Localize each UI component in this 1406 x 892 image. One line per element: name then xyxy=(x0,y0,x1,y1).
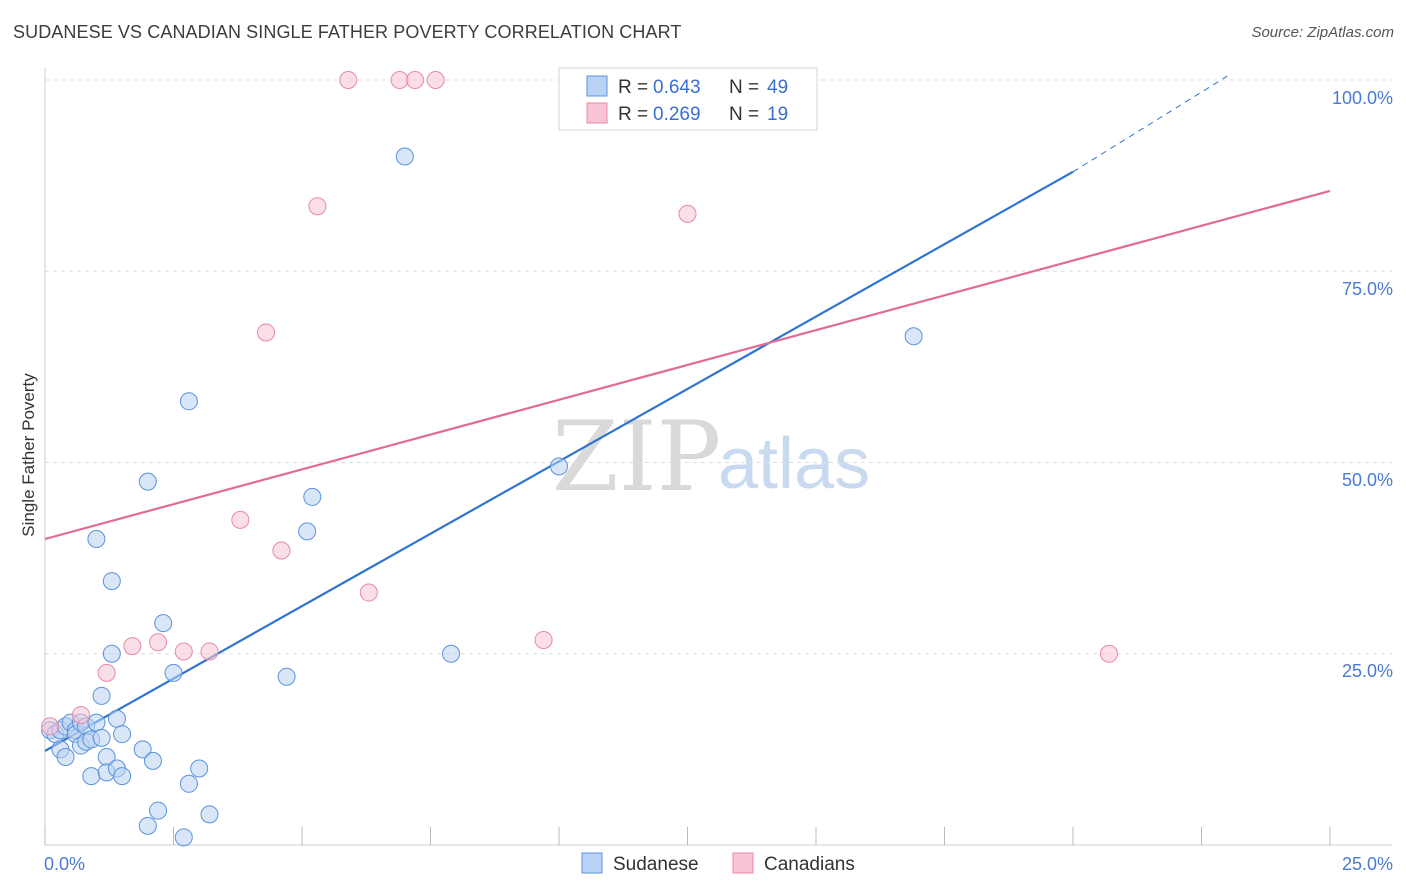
point-sudanese xyxy=(179,392,198,411)
point-canadians xyxy=(390,71,409,89)
point-sudanese xyxy=(56,748,75,767)
point-sudanese xyxy=(442,644,461,663)
point-sudanese xyxy=(143,751,162,770)
point-sudanese xyxy=(133,740,152,759)
point-sudanese xyxy=(87,530,106,548)
trendline-canadians xyxy=(44,189,1331,541)
point-canadians xyxy=(123,637,142,656)
point-canadians xyxy=(678,204,697,223)
point-sudanese xyxy=(179,774,198,793)
watermark-atlas: atlas xyxy=(718,424,870,504)
legend-r-value-sudanese: 0.643 xyxy=(653,77,701,98)
x-tick-label-min: 0.0% xyxy=(44,854,85,874)
point-canadians xyxy=(406,71,425,89)
point-canadians xyxy=(1099,644,1118,663)
point-sudanese xyxy=(550,457,568,476)
point-canadians xyxy=(200,642,219,661)
legend-n-label-sudanese: N = xyxy=(729,77,759,98)
point-canadians xyxy=(426,71,445,89)
legend-n-label-canadians: N = xyxy=(729,104,759,125)
series-legend-label-canadians: Canadians xyxy=(764,854,855,875)
point-sudanese xyxy=(92,728,111,747)
stats-legend: R = 0.643 N = 49 R = 0.269 N = 19 xyxy=(558,67,818,131)
point-sudanese xyxy=(277,667,296,686)
point-canadians xyxy=(149,633,168,652)
point-canadians xyxy=(41,717,60,736)
point-sudanese xyxy=(113,725,132,744)
point-canadians xyxy=(257,323,276,342)
point-canadians xyxy=(71,705,90,724)
chart-source: Source: ZipAtlas.com xyxy=(1251,24,1394,41)
point-canadians xyxy=(339,71,358,89)
point-sudanese xyxy=(303,487,322,506)
series-legend-swatch-sudanese xyxy=(581,852,603,874)
legend-r-label-sudanese: R = xyxy=(618,77,648,98)
point-sudanese xyxy=(174,828,193,847)
y-tick-label-50: 50.0% xyxy=(1342,470,1393,490)
point-canadians xyxy=(97,663,116,682)
y-tick-label-25: 25.0% xyxy=(1342,661,1393,681)
point-sudanese xyxy=(87,713,106,732)
point-sudanese xyxy=(107,709,126,728)
point-canadians xyxy=(534,630,553,649)
point-sudanese xyxy=(92,686,111,705)
point-canadians xyxy=(231,510,250,529)
point-sudanese xyxy=(149,801,168,820)
y-tick-label-75: 75.0% xyxy=(1342,279,1393,299)
legend-swatch-sudanese xyxy=(586,75,608,97)
data-points xyxy=(41,71,1118,847)
grid-lines xyxy=(45,79,1392,655)
y-axis-label: Single Father Poverty xyxy=(19,373,38,537)
point-sudanese xyxy=(82,767,101,786)
legend-n-value-sudanese: 49 xyxy=(767,77,788,98)
chart-title: SUDANESE VS CANADIAN SINGLE FATHER POVER… xyxy=(13,22,682,42)
point-sudanese xyxy=(113,767,132,786)
point-canadians xyxy=(308,197,327,216)
watermark-zip: ZIP xyxy=(552,401,721,513)
legend-r-label-canadians: R = xyxy=(618,104,648,125)
legend-n-value-canadians: 19 xyxy=(767,104,788,125)
series-legend-swatch-canadians xyxy=(732,852,754,874)
point-sudanese xyxy=(904,327,923,346)
point-sudanese xyxy=(138,472,157,491)
point-sudanese xyxy=(102,644,121,663)
point-sudanese xyxy=(395,147,414,166)
point-sudanese xyxy=(164,663,183,682)
trendline-extension-sudanese xyxy=(1072,75,1228,173)
point-sudanese xyxy=(138,816,157,835)
point-canadians xyxy=(174,642,193,661)
point-sudanese xyxy=(154,614,173,633)
legend-swatch-canadians xyxy=(586,102,608,124)
legend-r-value-canadians: 0.269 xyxy=(653,104,701,125)
series-legend-label-sudanese: Sudanese xyxy=(613,854,699,875)
point-sudanese xyxy=(200,805,219,824)
series-legend: Sudanese Canadians xyxy=(581,852,855,875)
point-canadians xyxy=(272,541,291,560)
point-sudanese xyxy=(102,572,121,591)
axes xyxy=(44,68,1392,846)
point-sudanese xyxy=(190,759,209,778)
y-tick-label-100: 100.0% xyxy=(1332,88,1393,108)
point-sudanese xyxy=(298,522,317,541)
x-tick-label-max: 25.0% xyxy=(1342,854,1393,874)
point-canadians xyxy=(359,583,378,602)
